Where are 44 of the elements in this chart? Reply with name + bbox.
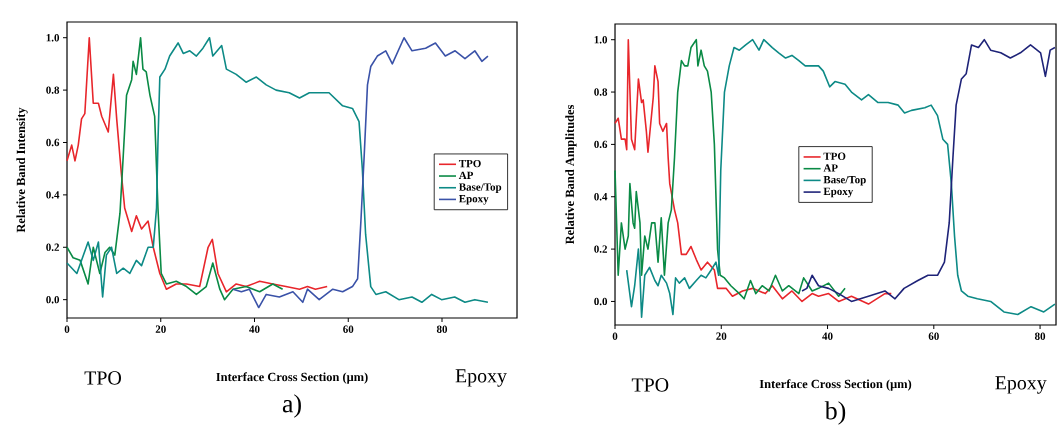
y-tick-label: 0.4: [46, 191, 60, 199]
x-tick-label: 60: [928, 332, 939, 340]
y-tick-label: 0.6: [594, 140, 608, 149]
line-series: [614, 38, 893, 305]
x-tick-label: 40: [249, 325, 260, 333]
text: TPO: [84, 371, 121, 385]
x-tick-label: 40: [822, 332, 833, 340]
y-tick-label: 0.0: [46, 295, 60, 304]
x-tick-label: 80: [1034, 332, 1046, 340]
line-series: [66, 36, 284, 301]
legend-label: AP: [458, 171, 474, 179]
x-tick-label: 0: [64, 325, 70, 333]
y-axis-title: Relative Band Amplitudes: [565, 104, 577, 245]
y-tick-label: 1.0: [594, 35, 608, 44]
x-tick-label: 60: [343, 325, 354, 333]
x-tick-label: 80: [436, 325, 448, 333]
x-axis-title: Interface Cross Section (μm): [216, 372, 368, 384]
legend-label: Epoxy: [458, 195, 489, 205]
y-axis-title: Relative Band Intensity: [16, 107, 28, 233]
line-series: [66, 36, 328, 293]
legend-label: Epoxy: [823, 187, 854, 198]
legend-label: TPO: [823, 152, 846, 160]
y-tick-label: 0.8: [594, 88, 608, 96]
y-tick-label: 0.4: [594, 193, 608, 201]
y-tick-label: 0.6: [46, 138, 60, 147]
legend-label: AP: [823, 164, 838, 172]
y-tick-label: 0.8: [46, 86, 60, 94]
text: b): [824, 401, 846, 425]
y-tick-label: 0.0: [594, 297, 608, 306]
x-tick-label: 20: [716, 332, 727, 340]
x-tick-label: 0: [612, 332, 618, 340]
x-tick-label: 20: [155, 325, 166, 333]
y-tick-label: 1.0: [46, 34, 60, 42]
line-series: [801, 38, 1056, 303]
y-tick-label: 0.2: [46, 243, 60, 251]
legend-label: Base/Top: [823, 176, 866, 186]
text: Epoxy: [455, 369, 507, 387]
text: a): [282, 394, 301, 418]
x-axis-title: Interface Cross Section (μm): [759, 379, 912, 391]
text: TPO: [631, 378, 669, 392]
y-tick-label: 0.2: [594, 245, 608, 253]
legend-label: Base/Top: [458, 183, 502, 193]
legend-label: TPO: [458, 159, 481, 168]
text: Epoxy: [995, 376, 1047, 394]
